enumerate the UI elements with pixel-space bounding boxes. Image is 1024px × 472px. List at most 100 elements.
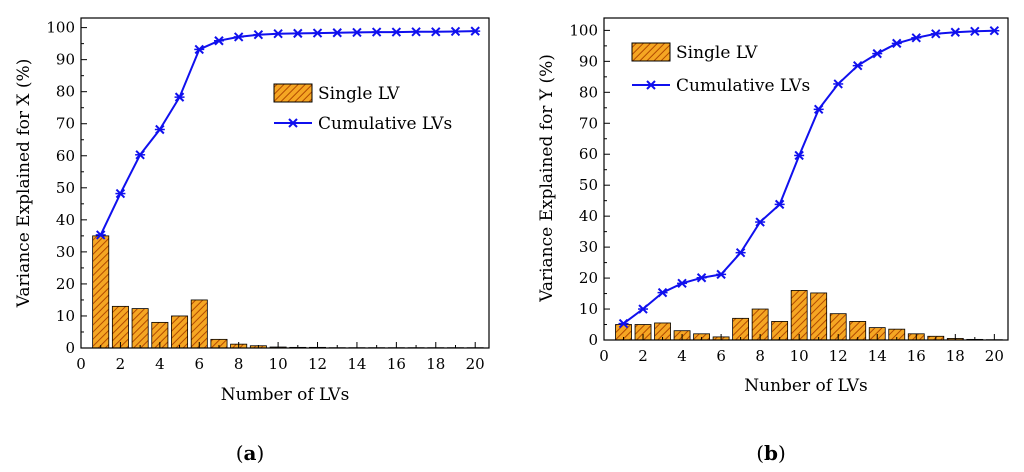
- panel-a-ytick-label: 20: [56, 275, 75, 293]
- panel-b-ytick-label: 40: [579, 207, 598, 225]
- panel-a-ytick-label: 10: [56, 307, 75, 325]
- panel-a-point: [391, 27, 402, 37]
- panel-b-point: [911, 33, 922, 43]
- panel-b-xtick-label: 12: [829, 347, 848, 365]
- panel-b-point: [794, 150, 805, 161]
- panel-a-point: [115, 188, 126, 199]
- panel-b-point: [696, 273, 707, 283]
- panel-b-point: [833, 79, 844, 89]
- panel-b-label: (b): [756, 441, 786, 465]
- panel-a-point: [135, 150, 146, 160]
- panel-b-point: [969, 26, 980, 37]
- panel-a-ytick-label: 100: [46, 19, 75, 37]
- panel-b-point: [930, 29, 941, 39]
- panel-a-ylabel: Variance Explained for X (%): [14, 59, 34, 309]
- panel-a-xtick-label: 4: [155, 355, 165, 373]
- panel-b-xtick-label: 20: [985, 347, 1004, 365]
- panel-a-xtick-label: 18: [426, 355, 445, 373]
- panel-b-legend: Single LV Cumulative LVs: [631, 42, 810, 96]
- panel-b-yticks: 0 10 20 30 40 50 60 70 80 90 100: [569, 21, 610, 349]
- panel-a-bar: [111, 305, 129, 349]
- panel-b-xlabel: Nunber of LVs: [744, 376, 867, 396]
- panel-b-ytick-label: 20: [579, 269, 598, 287]
- panel-a-label-close: ): [256, 441, 264, 465]
- panel-a-ytick-label: 50: [56, 179, 75, 197]
- panel-a-point: [351, 27, 362, 38]
- panel-a-xtick-label: 8: [234, 355, 244, 373]
- panel-a-point: [430, 27, 441, 37]
- panel-b-xtick-label: 4: [677, 347, 687, 365]
- panel-b-ytick-label: 0: [588, 331, 598, 349]
- panel-b-point: [735, 247, 746, 258]
- panel-a-bar: [171, 315, 189, 349]
- panel-a: 0 2 4 6 8 10 12 14 16 18 20 0 10 20 30 40 50 60 70 80 90 100…: [14, 17, 490, 465]
- panel-b-xtick-label: 14: [868, 347, 887, 365]
- panel-b-ylabel: Variance Explained for Y (%): [537, 54, 557, 303]
- panel-a-xtick-label: 0: [76, 355, 86, 373]
- panel-a-ytick-label: 30: [56, 243, 75, 261]
- panel-b-ytick-label: 60: [579, 145, 598, 163]
- panel-a-bar: [92, 235, 110, 349]
- panel-b-point: [872, 48, 883, 59]
- panel-a-point: [194, 44, 205, 55]
- panel-a-ytick-label: 40: [56, 211, 75, 229]
- panel-b-bar: [790, 290, 808, 341]
- panel-a-point: [450, 26, 461, 37]
- panel-a-ytick-label: 0: [65, 339, 75, 357]
- panel-b-ytick-label: 10: [579, 300, 598, 318]
- panel-a-xtick-label: 2: [116, 355, 126, 373]
- panel-a-point: [411, 27, 422, 37]
- panel-a-legend-bar-swatch: [273, 83, 313, 103]
- panel-b-label-letter: b: [764, 441, 778, 465]
- panel-a-point: [470, 26, 481, 36]
- panel-a-yticks: 0 10 20 30 40 50 60 70 80 90 100: [46, 19, 87, 357]
- panel-b-xtick-label: 10: [790, 347, 809, 365]
- panel-b-point: [638, 304, 649, 314]
- panel-b-bars: [615, 290, 1003, 341]
- panel-a-xticks: 0 2 4 6 8 10 12 14 16 18 20: [76, 342, 485, 373]
- panel-a-xtick-label: 10: [269, 355, 288, 373]
- panel-a-point: [253, 29, 264, 40]
- panel-b: 0 2 4 6 8 10 12 14 16 18 20 0 10 20 30 40 50 60 70 80 90 100…: [537, 17, 1009, 465]
- panel-b-point: [891, 38, 902, 49]
- panel-a-bar: [190, 299, 208, 349]
- panel-b-point: [716, 269, 727, 280]
- panel-b-point: [950, 27, 961, 37]
- panel-a-label-open: (: [236, 441, 244, 465]
- panel-b-legend-line-label: Cumulative LVs: [676, 76, 810, 96]
- panel-b-point: [657, 287, 668, 298]
- panel-b-xtick-label: 0: [599, 347, 609, 365]
- panel-b-xtick-label: 6: [716, 347, 726, 365]
- panel-b-line: [618, 25, 1000, 329]
- panel-a-xtick-label: 12: [308, 355, 327, 373]
- panel-b-xtick-label: 2: [638, 347, 648, 365]
- panel-a-ytick-label: 80: [56, 83, 75, 101]
- panel-a-ytick-label: 60: [56, 147, 75, 165]
- panel-b-point: [852, 60, 863, 71]
- panel-b-ytick-label: 70: [579, 114, 598, 132]
- panel-b-legend-bar-swatch: [631, 42, 671, 62]
- panel-b-plot-frame: [603, 17, 1009, 341]
- panel-a-point: [233, 32, 244, 42]
- panel-a-point: [371, 27, 382, 37]
- panel-b-ytick-label: 50: [579, 176, 598, 194]
- panel-b-bar: [732, 317, 750, 341]
- panel-a-label: (a): [236, 441, 265, 465]
- panel-a-legend-bar-label: Single LV: [318, 84, 400, 104]
- panel-a-bar: [131, 308, 149, 349]
- panel-b-xtick-label: 16: [907, 347, 926, 365]
- panel-b-point: [677, 278, 688, 289]
- panel-b-label-close: ): [778, 441, 786, 465]
- panel-a-xlabel: Number of LVs: [221, 385, 350, 405]
- panel-a-point: [332, 28, 343, 38]
- panel-a-legend-line-label: Cumulative LVs: [318, 114, 452, 134]
- panel-b-ytick-label: 80: [579, 83, 598, 101]
- panel-a-ytick-label: 70: [56, 115, 75, 133]
- panel-a-point: [312, 28, 323, 38]
- panel-a-ytick-label: 90: [56, 51, 75, 69]
- panel-a-legend: Single LV Cumulative LVs: [273, 83, 452, 134]
- panel-a-point: [292, 28, 303, 39]
- panel-b-xtick-label: 8: [755, 347, 765, 365]
- panel-b-legend-bar-label: Single LV: [676, 43, 758, 63]
